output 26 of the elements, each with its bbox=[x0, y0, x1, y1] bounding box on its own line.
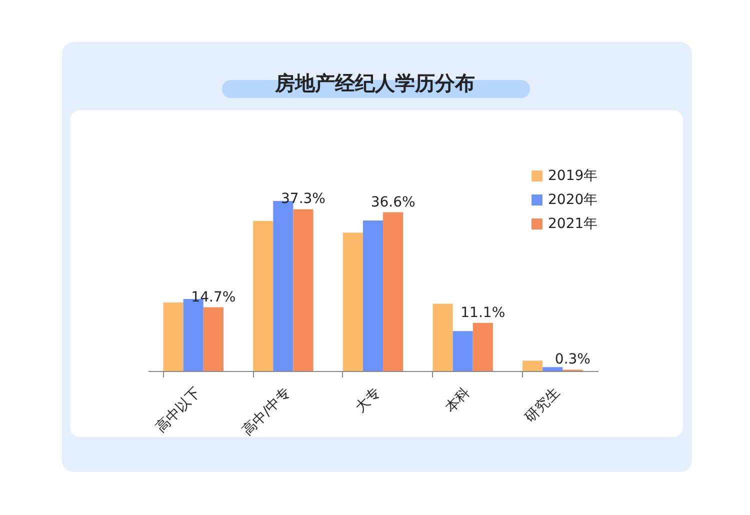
x-tick-label: 研究生 bbox=[522, 384, 564, 426]
data-label: 36.6% bbox=[370, 194, 416, 210]
legend-label: 2019年 bbox=[548, 168, 598, 184]
data-label: 14.7% bbox=[191, 289, 236, 306]
x-tick-label: 高中以下 bbox=[153, 384, 204, 436]
bar bbox=[542, 367, 563, 371]
data-label: 0.3% bbox=[554, 352, 590, 368]
bar bbox=[452, 331, 473, 371]
bar bbox=[432, 304, 453, 371]
legend-label: 2021年 bbox=[548, 216, 598, 232]
data-label: 11.1% bbox=[460, 304, 506, 321]
x-tick-label: 高中/中专 bbox=[240, 384, 294, 440]
chart-title: 房地产经纪人学历分布 bbox=[274, 70, 476, 97]
bar bbox=[362, 220, 384, 371]
bar bbox=[383, 212, 404, 371]
x-tick-label: 大专 bbox=[352, 384, 384, 416]
data-label: 37.3% bbox=[280, 191, 326, 208]
legend-label: 2020年 bbox=[548, 192, 598, 208]
bar bbox=[163, 302, 184, 371]
bar bbox=[522, 360, 543, 371]
bar bbox=[293, 209, 314, 371]
bar bbox=[203, 307, 224, 371]
x-tick-label: 本科 bbox=[442, 384, 474, 416]
bar bbox=[253, 220, 274, 371]
bar bbox=[342, 232, 363, 371]
bar bbox=[472, 322, 493, 371]
